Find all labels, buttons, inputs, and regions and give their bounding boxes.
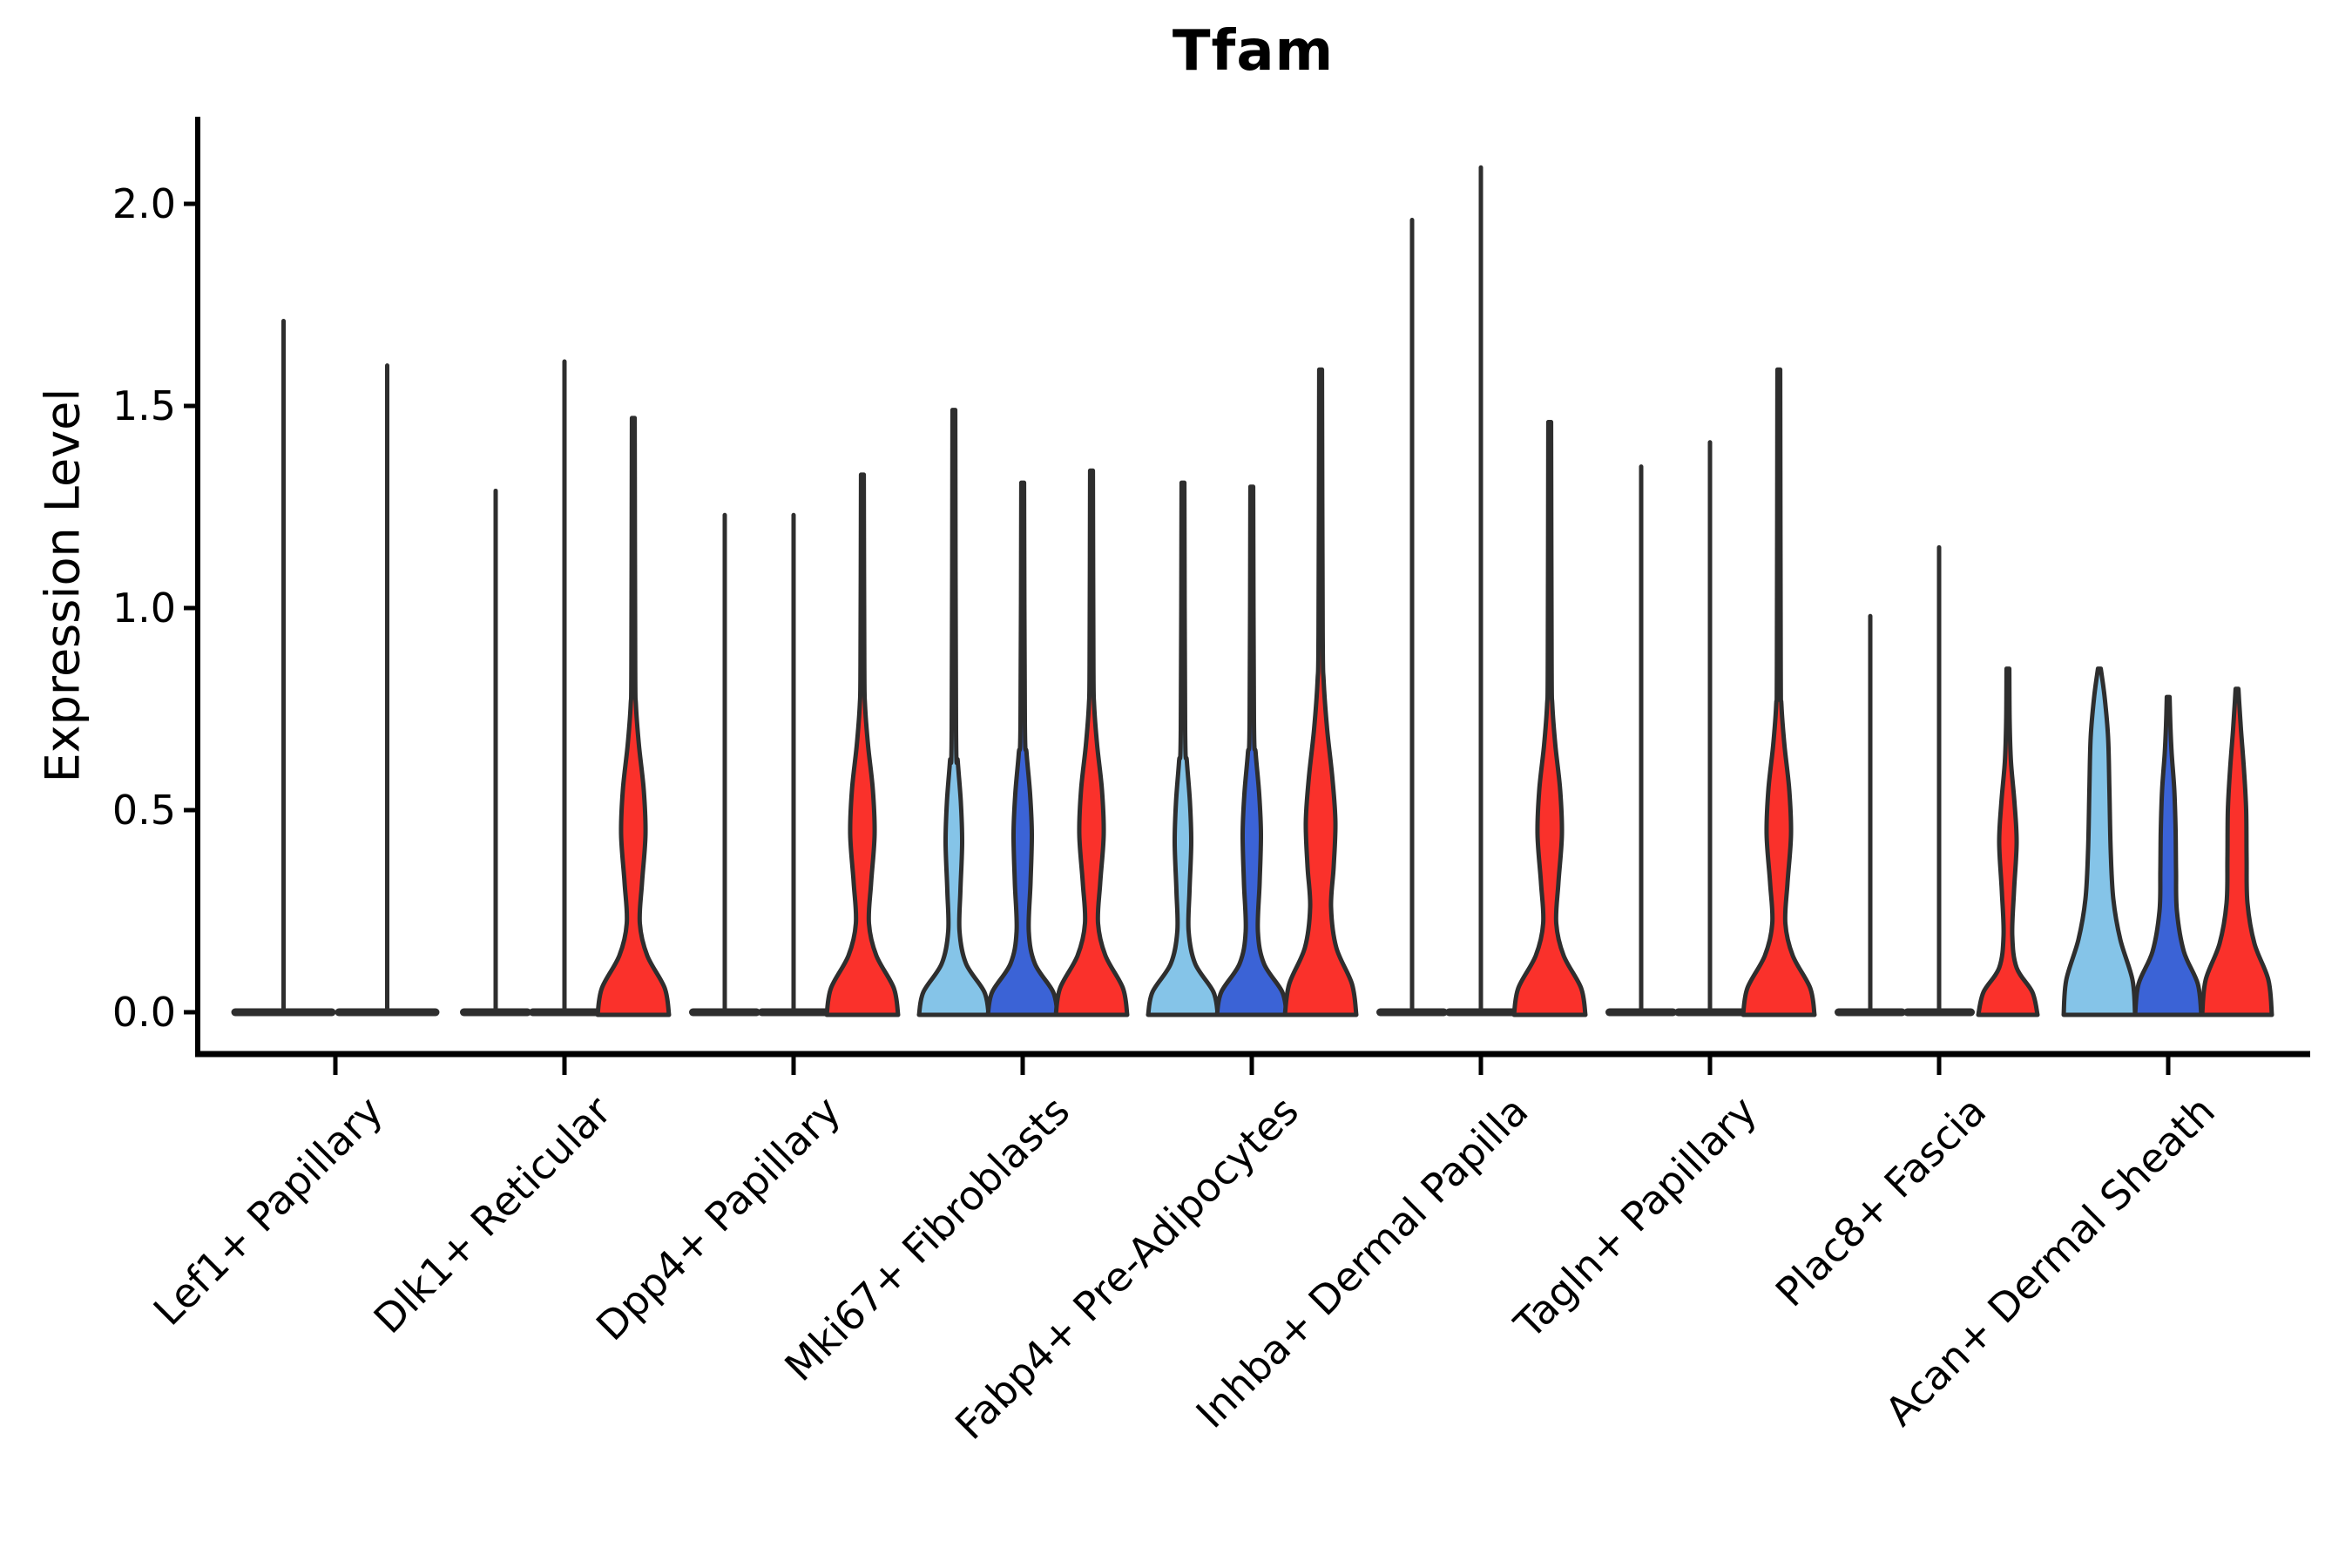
violin-red <box>1740 367 1817 1017</box>
y-tick-label: 0.0 <box>112 989 176 1036</box>
violin-red <box>1511 420 1588 1017</box>
violin-red <box>1053 468 1130 1017</box>
y-tick-label: 1.5 <box>112 382 176 429</box>
violin-red <box>1282 367 1359 1017</box>
y-tick-label: 0.5 <box>112 787 176 834</box>
violin-skyblue <box>1146 480 1220 1017</box>
violin-red <box>824 472 901 1017</box>
y-tick-label: 1.0 <box>112 585 176 632</box>
violin-red <box>1976 666 2040 1017</box>
y-tick-label: 2.0 <box>112 180 176 227</box>
violin-blue <box>2132 694 2204 1017</box>
violin-skyblue <box>2061 666 2138 1017</box>
violin-red <box>595 416 672 1017</box>
chart-title: Tfam <box>1172 19 1335 84</box>
violin-red <box>2200 686 2274 1017</box>
violin-blue <box>1214 484 1289 1017</box>
violin-skyblue <box>916 408 991 1017</box>
violin-blue <box>985 480 1060 1017</box>
